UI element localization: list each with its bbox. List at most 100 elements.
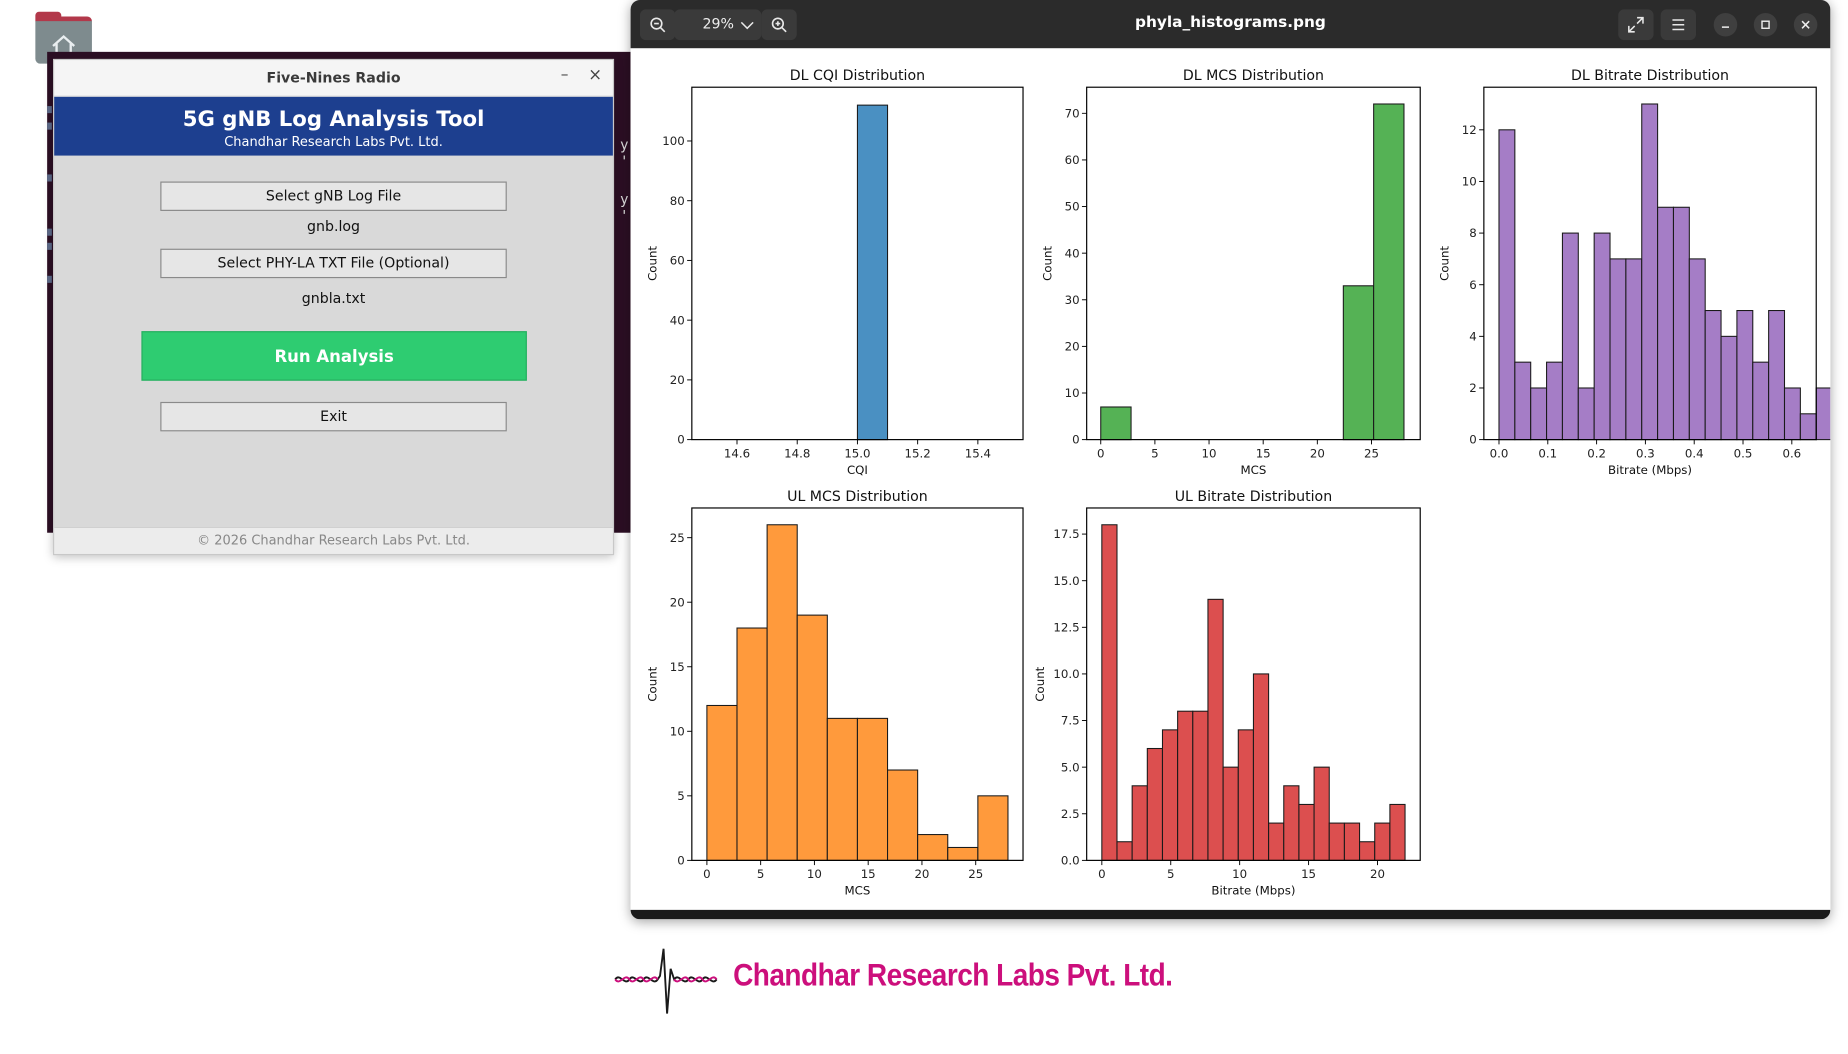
x-tick-label: 20 — [1310, 446, 1325, 460]
y-tick-label: 7.5 — [1061, 714, 1080, 728]
phyla-file-label: gnbla.txt — [301, 289, 366, 307]
minimize-icon[interactable] — [1713, 12, 1738, 37]
select-phyla-button[interactable]: Select PHY-LA TXT File (Optional) — [160, 248, 507, 279]
histogram-bar — [1815, 387, 1831, 441]
chart-title: UL MCS Distribution — [787, 489, 928, 505]
x-tick-label: 15 — [1301, 867, 1316, 881]
log-file-label: gnb.log — [307, 218, 361, 235]
app-subheading: Chandhar Research Labs Pvt. Ltd. — [224, 134, 443, 150]
x-tick-label: 0.0 — [1490, 446, 1509, 460]
histogram-bar — [1268, 822, 1285, 861]
x-axis-label: Bitrate (Mbps) — [1608, 463, 1692, 477]
y-axis-label: Count — [645, 246, 659, 281]
app-titlebar[interactable]: Five-Nines Radio – × — [54, 60, 613, 97]
y-tick-label: 10 — [1065, 386, 1080, 400]
x-tick-label: 0.4 — [1685, 446, 1704, 460]
y-tick-label: 70 — [1065, 106, 1080, 120]
chart-title: DL CQI Distribution — [790, 68, 925, 84]
histogram-bar — [1373, 103, 1405, 441]
x-tick-label: 10 — [1202, 446, 1217, 460]
histogram-bar — [1177, 710, 1194, 861]
y-tick-label: 6 — [1469, 278, 1477, 292]
select-log-button[interactable]: Select gNB Log File — [160, 181, 507, 211]
x-tick-label: 5 — [757, 867, 765, 881]
terminal-fragment: y ' — [619, 136, 629, 170]
histogram-bar — [947, 846, 979, 861]
minimize-icon[interactable]: – — [560, 66, 569, 84]
y-tick-label: 20 — [670, 595, 685, 609]
y-tick-label: 30 — [1065, 293, 1080, 307]
x-tick-label: 25 — [968, 867, 983, 881]
histogram-bar — [1688, 258, 1706, 441]
histogram-bar — [796, 614, 828, 861]
exit-button[interactable]: Exit — [160, 401, 507, 432]
x-tick-label: 15.0 — [844, 446, 870, 460]
histogram-bar — [1593, 232, 1611, 441]
x-tick-label: 14.6 — [724, 446, 750, 460]
y-tick-label: 0.0 — [1061, 854, 1080, 868]
zoom-out-icon[interactable] — [639, 9, 676, 41]
y-tick-label: 25 — [670, 531, 685, 545]
x-tick-label: 0.3 — [1636, 446, 1655, 460]
histogram-bar — [1161, 729, 1179, 861]
histogram-bar — [1672, 206, 1690, 441]
close-icon[interactable] — [1793, 12, 1818, 37]
app-heading: 5G gNB Log Analysis Tool — [182, 107, 485, 133]
histogram-bar — [1298, 803, 1315, 861]
waveform-logo-icon — [614, 948, 718, 1014]
histogram-bar — [1207, 598, 1224, 861]
chart-title: UL Bitrate Distribution — [1175, 489, 1332, 505]
histogram-bar — [826, 717, 858, 861]
app-footer: © 2026 Chandhar Research Labs Pvt. Ltd. — [54, 526, 613, 554]
histogram-bar — [856, 717, 889, 861]
y-tick-label: 2.5 — [1061, 807, 1080, 821]
x-tick-label: 0.2 — [1587, 446, 1606, 460]
histogram-bar — [1561, 232, 1579, 441]
histogram-bar — [1625, 258, 1643, 441]
y-tick-label: 12 — [1462, 123, 1477, 137]
viewer-headerbar[interactable]: 29% phyla_histograms.png — [630, 0, 1831, 49]
histogram-bar — [1116, 841, 1133, 861]
histogram-bar — [1609, 258, 1627, 441]
x-tick-label: 20 — [914, 867, 929, 881]
y-axis-label: Count — [1437, 246, 1451, 281]
histogram-bar — [1736, 310, 1754, 441]
maximize-icon[interactable] — [1753, 12, 1778, 37]
y-tick-label: 0 — [1072, 433, 1080, 447]
zoom-in-icon[interactable] — [761, 9, 797, 41]
y-tick-label: 17.5 — [1053, 527, 1079, 541]
histogram-bar — [1374, 822, 1391, 861]
menu-icon[interactable] — [1660, 9, 1697, 41]
y-tick-label: 50 — [1065, 200, 1080, 214]
x-tick-label: 0 — [1097, 446, 1105, 460]
plot-frame — [1086, 507, 1421, 861]
y-tick-label: 40 — [1065, 246, 1080, 260]
histogram-bar — [1799, 413, 1817, 441]
x-tick-label: 15 — [1256, 446, 1271, 460]
close-icon[interactable]: × — [588, 66, 603, 85]
histogram-bar — [1752, 361, 1770, 441]
y-tick-label: 0 — [677, 854, 685, 868]
plot-frame — [1086, 86, 1421, 441]
histogram-bar — [1100, 406, 1132, 441]
y-tick-label: 40 — [670, 313, 685, 327]
y-axis-label: Count — [645, 666, 659, 701]
x-tick-label: 0.6 — [1782, 446, 1801, 460]
y-tick-label: 0 — [677, 433, 685, 447]
run-analysis-button[interactable]: Run Analysis — [141, 331, 527, 381]
x-tick-label: 15 — [861, 867, 876, 881]
zoom-level-value: 29% — [702, 15, 734, 32]
terminal-fragment: y ' — [619, 190, 629, 224]
analysis-app-window: Five-Nines Radio – × 5G gNB Log Analysis… — [53, 58, 615, 556]
histogram-bar — [1313, 766, 1330, 861]
histogram-bar — [1131, 785, 1148, 861]
image-viewer-window: 29% phyla_histograms.png — [630, 0, 1831, 920]
histogram-image: 14.6 14.8 15.0 15.2 15.4 0 20 40 60 80 100 DL CQI D… — [630, 48, 1831, 914]
fullscreen-icon[interactable] — [1618, 9, 1654, 41]
x-tick-label: 0.1 — [1538, 446, 1557, 460]
histogram-bar — [856, 104, 889, 441]
histogram-bar — [1101, 524, 1118, 861]
zoom-level-dropdown[interactable]: 29% — [674, 9, 762, 41]
company-logo: Chandhar Research Labs Pvt. Ltd. — [613, 943, 1173, 1016]
plot-frame — [691, 507, 1024, 861]
